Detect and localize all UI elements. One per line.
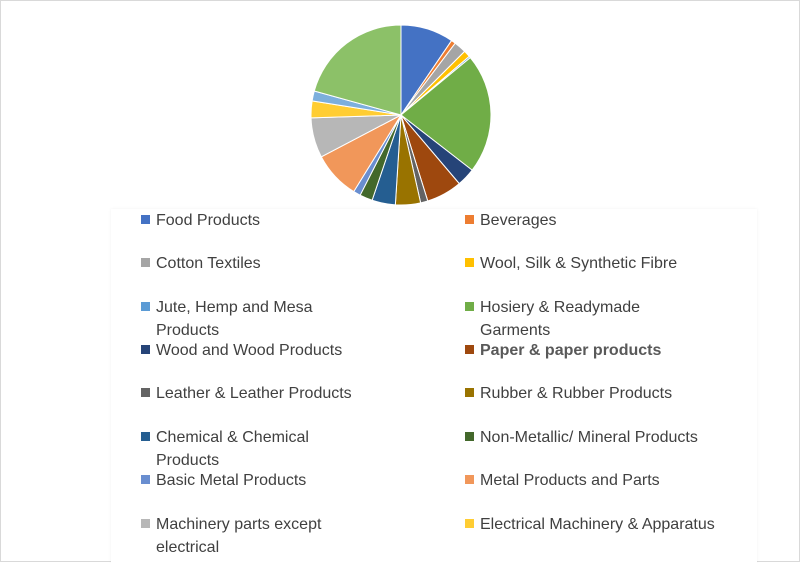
legend-label: Leather & Leather Products bbox=[156, 385, 352, 402]
legend-label: Electrical Machinery & Apparatus bbox=[480, 516, 715, 533]
legend-swatch bbox=[465, 215, 474, 224]
legend-swatch bbox=[141, 475, 150, 484]
legend-label: Hosiery & Readymade Garments bbox=[480, 299, 641, 339]
legend-label: Jute, Hemp and Mesa Products bbox=[156, 299, 313, 339]
legend-swatch bbox=[465, 302, 474, 311]
legend-label: Rubber & Rubber Products bbox=[480, 385, 673, 402]
legend-swatch bbox=[141, 432, 150, 441]
legend-label: Machinery parts except electrical bbox=[156, 516, 322, 556]
legend-label: Basic Metal Products bbox=[156, 472, 307, 489]
legend-swatch bbox=[141, 302, 150, 311]
chart-legend: Food Products Cotton Textiles Jute, Hemp… bbox=[111, 209, 757, 563]
legend-item-wood-products: Wood and Wood Products bbox=[141, 339, 431, 362]
legend-label: Wool, Silk & Synthetic Fibre bbox=[480, 255, 678, 272]
legend-item-electrical-machinery: Electrical Machinery & Apparatus bbox=[465, 513, 755, 536]
legend-label: Paper & paper products bbox=[480, 342, 662, 359]
legend-label: Food Products bbox=[156, 212, 261, 229]
legend-swatch bbox=[141, 215, 150, 224]
legend-label: Beverages bbox=[480, 212, 557, 229]
legend-item-beverages: Beverages bbox=[465, 209, 755, 232]
legend-item-chemical-products: Chemical & Chemical Products bbox=[141, 426, 351, 472]
legend-swatch bbox=[141, 519, 150, 528]
legend-item-metal-products: Metal Products and Parts bbox=[465, 469, 755, 492]
legend-label: Non-Metallic/ Mineral Products bbox=[480, 429, 698, 446]
legend-label: Metal Products and Parts bbox=[480, 472, 660, 489]
legend-label: Chemical & Chemical Products bbox=[156, 429, 309, 469]
legend-item-leather-products: Leather & Leather Products bbox=[141, 382, 431, 405]
legend-item-jute-hemp-mesa: Jute, Hemp and Mesa Products bbox=[141, 296, 351, 342]
pie-slice-hosiery-readymade-garments bbox=[400, 56, 492, 171]
legend-swatch bbox=[465, 345, 474, 354]
legend-item-food-products: Food Products bbox=[141, 209, 431, 232]
legend-item-non-metallic: Non-Metallic/ Mineral Products bbox=[465, 426, 755, 449]
legend-swatch bbox=[465, 475, 474, 484]
legend-label: Cotton Textiles bbox=[156, 255, 261, 272]
legend-item-machinery-parts: Machinery parts except electrical bbox=[141, 513, 361, 559]
legend-swatch bbox=[465, 432, 474, 441]
legend-item-wool-silk: Wool, Silk & Synthetic Fibre bbox=[465, 252, 755, 275]
legend-item-rubber-products: Rubber & Rubber Products bbox=[465, 382, 755, 405]
legend-swatch bbox=[465, 388, 474, 397]
legend-swatch bbox=[141, 258, 150, 267]
legend-item-cotton-textiles: Cotton Textiles bbox=[141, 252, 431, 275]
legend-item-basic-metal: Basic Metal Products bbox=[141, 469, 431, 492]
legend-swatch bbox=[141, 345, 150, 354]
legend-swatch bbox=[141, 388, 150, 397]
legend-item-hosiery-garments: Hosiery & Readymade Garments bbox=[465, 296, 675, 342]
legend-swatch bbox=[465, 258, 474, 267]
legend-item-paper-products: Paper & paper products bbox=[465, 339, 755, 362]
legend-swatch bbox=[465, 519, 474, 528]
legend-label: Wood and Wood Products bbox=[156, 342, 343, 359]
pie-slice-unlabeled-17 bbox=[313, 24, 402, 116]
